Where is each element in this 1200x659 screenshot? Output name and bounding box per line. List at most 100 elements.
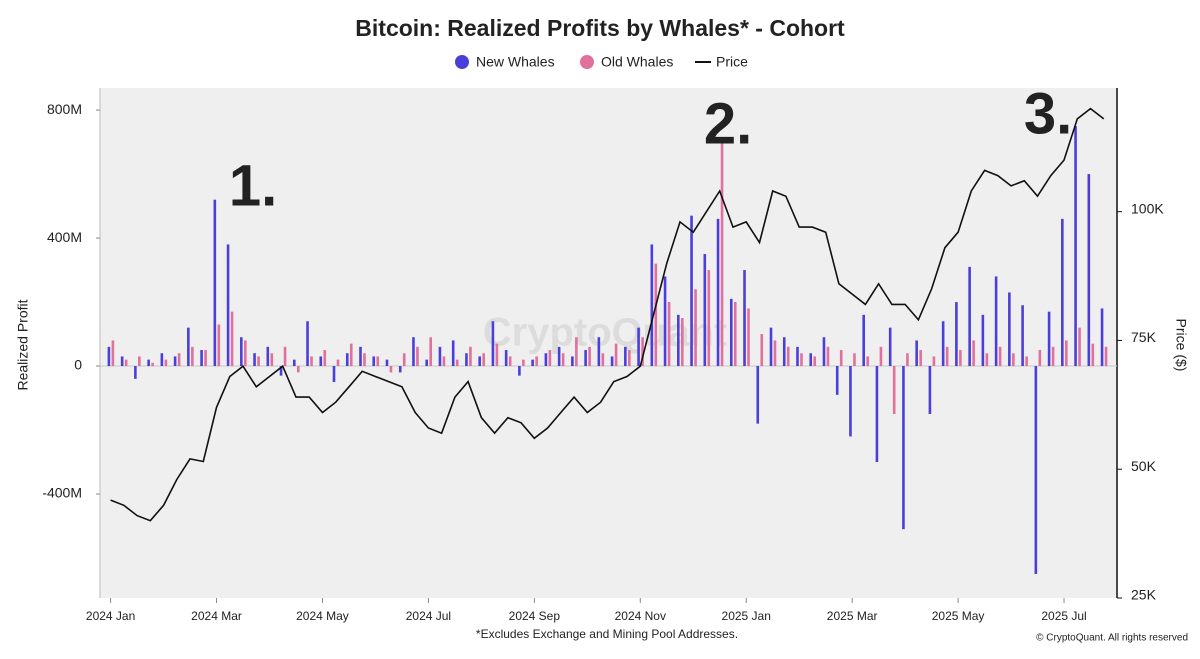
bar [469,346,472,367]
bar [504,350,508,367]
bar [892,366,896,415]
bar [508,356,512,367]
bar [928,366,932,415]
bar [571,356,574,367]
price-line [110,107,1105,522]
footnote: *Excludes Exchange and Mining Pool Addre… [476,627,738,641]
bar [654,263,658,367]
bar [306,321,309,367]
bar [455,359,459,367]
bar [809,353,813,367]
bar [703,254,707,367]
bar [1100,308,1104,367]
bar [491,321,495,367]
bar [429,337,433,367]
bar [955,302,958,367]
bar [319,356,323,367]
bar [548,350,552,367]
legend-label: New Whales [476,54,555,70]
bar [332,366,336,383]
y-tick-label: 0 [74,357,82,373]
bar [138,356,141,367]
bar [336,359,340,367]
annotation: 3. [1024,81,1072,146]
bar [217,324,221,367]
bar [412,337,415,367]
bar [465,353,468,367]
bar [716,218,720,367]
bar [994,276,998,367]
y2-tick-label: 50K [1131,458,1157,474]
bar [941,321,945,367]
x-tick-label: 2025 Mar [827,609,878,623]
bar [729,298,733,367]
bar [769,327,773,367]
bar [283,346,287,367]
bar [760,334,764,367]
bar [270,353,274,367]
bar [1047,311,1051,367]
bar [416,346,419,367]
bar [677,314,680,367]
bar [438,346,442,367]
bar [875,366,879,463]
bar [187,327,190,367]
bar [1034,366,1038,575]
bar [257,356,260,367]
bar [266,346,270,367]
annotation: 2. [704,91,752,156]
annotation: 1. [229,153,277,218]
bar [641,337,644,367]
y-tick-label: 800M [47,101,82,117]
bar [402,353,406,367]
bar [610,356,614,367]
bar [124,359,128,367]
bar [531,359,534,367]
bar [1051,346,1055,367]
bar [279,366,283,376]
bar [451,340,455,367]
x-tick-label: 2024 Mar [191,609,242,623]
legend-swatch [580,55,594,69]
bar [107,346,111,367]
bar [637,327,640,367]
bar [160,353,164,367]
bar [690,215,693,367]
x-tick-label: 2024 Sep [509,609,561,623]
bar [667,302,671,367]
bar [134,366,137,379]
bar [981,314,985,367]
bar [1021,305,1024,367]
bar [1061,218,1064,367]
x-tick-label: 2024 May [296,609,349,623]
bar [1008,292,1011,367]
y-tick-label: -400M [42,485,82,501]
y2-tick-label: 25K [1131,587,1157,603]
bar [296,366,300,373]
bar [349,343,353,367]
bar [628,350,631,367]
bar [323,350,327,367]
bar [601,353,605,367]
bar [398,366,402,373]
bar [164,359,168,367]
bar [681,318,684,367]
y-tick-label: 400M [47,229,82,245]
bar [151,362,154,367]
bar [1091,343,1095,367]
x-tick-label: 2025 Jul [1041,609,1086,623]
bar [720,138,724,367]
bar [597,337,601,367]
bar [998,346,1002,367]
bar [888,327,892,367]
bar [478,356,481,367]
y-axis-label: Realized Profit [15,299,31,390]
bar [230,311,234,367]
bar [442,356,446,367]
bar [835,366,839,395]
bar [959,350,962,367]
bar [213,199,217,367]
bar [932,356,936,367]
bar [782,337,786,367]
